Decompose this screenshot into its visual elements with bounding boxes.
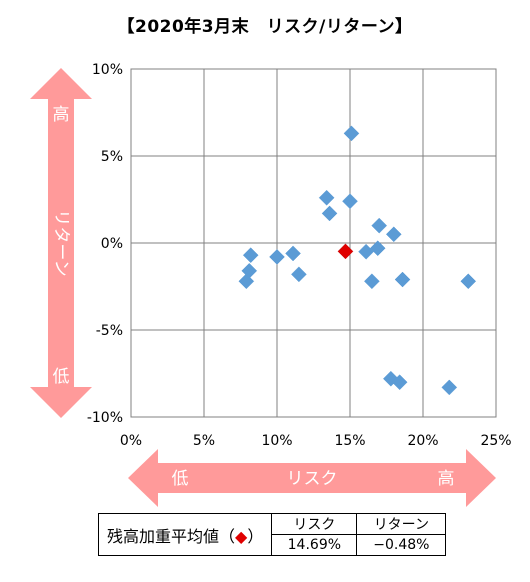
y-tick-label: 5% <box>101 149 123 165</box>
x-tick-label: 10% <box>261 433 292 449</box>
fund-point <box>242 247 259 264</box>
return-column-header: リターン <box>356 513 447 535</box>
fund-point <box>385 226 402 243</box>
fund-point <box>394 271 411 288</box>
risk-arrow: 低 リスク 高 <box>128 449 496 507</box>
fund-point <box>241 262 258 279</box>
x-tick-labels: 0% 5% 10% 15% 20% 25% <box>120 433 512 449</box>
x-tick-label: 20% <box>407 433 438 449</box>
fund-point <box>285 245 301 262</box>
risk-arrow-high-label: 高 <box>438 469 455 489</box>
data-points <box>238 125 477 396</box>
red-diamond-icon: ◆ <box>235 526 248 546</box>
return-arrow-shape <box>30 68 92 418</box>
x-tick-label: 5% <box>193 433 215 449</box>
return-arrow-axis-label: リターン <box>51 209 71 276</box>
fund-point <box>318 189 335 206</box>
return-arrow-low-label: 低 <box>53 367 70 387</box>
return-arrow: 高 リターン 低 <box>30 68 92 418</box>
weighted-average-table: 残高加重平均値（◆） リスク リターン 14.69% −0.48% <box>97 513 447 556</box>
fund-point <box>460 273 477 290</box>
fund-point <box>342 193 358 210</box>
risk-column-header: リスク <box>271 513 358 535</box>
x-tick-label: 0% <box>120 433 142 449</box>
fund-point <box>358 243 374 260</box>
risk-arrow-shape <box>128 449 496 507</box>
fund-point <box>269 249 285 265</box>
return-value: −0.48% <box>356 534 447 556</box>
weighted-average-point <box>337 243 354 260</box>
risk-arrow-axis-label: リスク <box>287 469 338 489</box>
fund-point <box>369 240 386 257</box>
y-tick-labels: 10% 5% 0% -5% -10% <box>87 62 123 426</box>
fund-point <box>343 125 360 142</box>
y-tick-label: 0% <box>101 236 123 252</box>
risk-value: 14.69% <box>271 534 358 556</box>
fund-point <box>291 266 307 283</box>
fund-point <box>321 205 338 222</box>
weighted-average-label: 残高加重平均値（◆） <box>97 513 273 556</box>
fund-point <box>441 379 458 396</box>
y-tick-label: -10% <box>87 410 123 426</box>
chart-title: 【2020年3月末 リスク/リターン】 <box>117 17 413 37</box>
y-tick-label: -5% <box>96 323 123 339</box>
grid <box>130 68 497 418</box>
table-header-row: 残高加重平均値（◆） リスク リターン <box>97 513 447 556</box>
fund-point <box>371 217 388 234</box>
y-tick-label: 10% <box>92 62 123 78</box>
x-tick-label: 25% <box>480 433 511 449</box>
fund-point <box>364 273 380 290</box>
return-arrow-high-label: 高 <box>53 105 70 125</box>
risk-arrow-low-label: 低 <box>172 469 189 489</box>
table-value-row: 14.69% −0.48% <box>99 534 447 556</box>
fund-point <box>391 374 408 391</box>
x-tick-label: 15% <box>334 433 365 449</box>
